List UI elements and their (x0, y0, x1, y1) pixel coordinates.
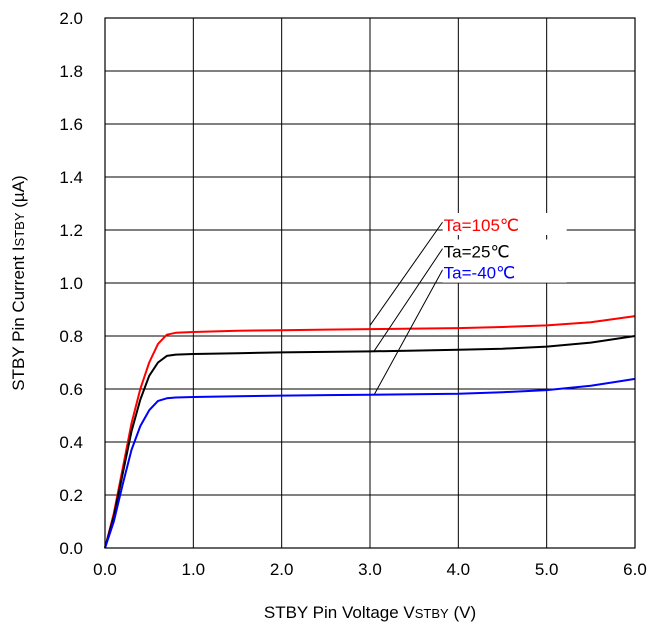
x-tick-label: 1.0 (182, 560, 206, 579)
x-tick-label: 3.0 (358, 560, 382, 579)
annotation-background (442, 239, 567, 262)
x-tick-label: 2.0 (270, 560, 294, 579)
series-line (104, 335, 636, 549)
y-axis-title-main: STBY Pin Current I (9, 246, 28, 390)
y-tick-label: 0.8 (59, 327, 83, 346)
annotation-leader-line (373, 269, 444, 395)
series-line (104, 377, 636, 549)
series-line (104, 315, 636, 549)
y-tick-label: 1.4 (59, 168, 83, 187)
y-axis-title-unit: (µA) (9, 175, 28, 212)
y-tick-label: 0.4 (59, 433, 83, 452)
x-axis-title-main: STBY Pin Voltage V (264, 603, 416, 622)
series-label: Ta=25℃ (444, 243, 510, 262)
y-tick-label: 1.6 (59, 115, 83, 134)
y-axis-title: STBY Pin Current ISTBY (µA) (9, 175, 28, 390)
x-axis-title: STBY Pin Voltage VSTBY (V) (264, 603, 476, 622)
annotation-leader-line (369, 221, 444, 326)
y-axis-title-sub: STBY (12, 212, 27, 246)
grid (105, 18, 635, 548)
x-tick-label: 5.0 (535, 560, 559, 579)
series-label: Ta=-40℃ (444, 264, 516, 283)
x-tick-label: 4.0 (447, 560, 471, 579)
y-tick-label: 0.2 (59, 486, 83, 505)
y-tick-label: 2.0 (59, 9, 83, 28)
x-axis-title-unit: (V) (449, 603, 476, 622)
x-tick-label: 0.0 (93, 560, 117, 579)
annotation-leader-line (374, 248, 444, 351)
y-tick-label: 1.2 (59, 221, 83, 240)
x-tick-label: 6.0 (623, 560, 647, 579)
tick-labels: 0.0 1.0 2.0 3.0 4.0 5.0 6.0 0.0 0.2 0.4 0.6 0.8 1.0 1… (59, 9, 646, 579)
y-tick-label: 0.6 (59, 380, 83, 399)
y-tick-label: 1.0 (59, 274, 83, 293)
y-tick-label: 0.0 (59, 539, 83, 558)
annotation-background (442, 260, 567, 283)
y-tick-label: 1.8 (59, 62, 83, 81)
annotations: Ta=105℃ Ta=25℃ Ta=-40℃ (369, 213, 567, 395)
annotation-background (442, 213, 567, 235)
x-axis-title-sub: STBY (415, 606, 449, 621)
series-lines (104, 315, 636, 549)
series-label: Ta=105℃ (444, 216, 519, 235)
plot-frame (104, 17, 636, 549)
